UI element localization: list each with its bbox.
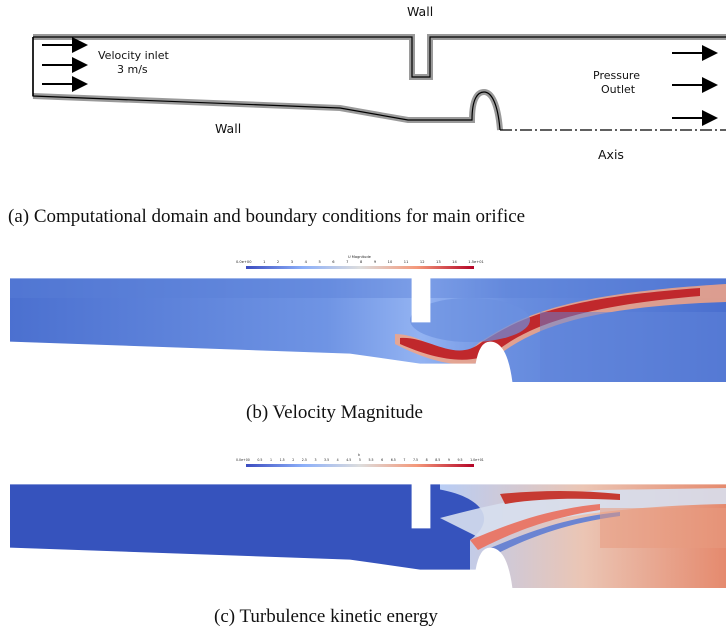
colorbar-title: U Magnitude	[348, 255, 371, 259]
tick-label: 12	[419, 260, 425, 264]
tick-label: 1.5	[279, 458, 285, 462]
colorbar-gradient	[246, 464, 474, 467]
tke-contour-plot	[9, 483, 726, 589]
tick-label: 7	[403, 458, 406, 462]
tick-label: 1	[269, 458, 272, 462]
tick-label: 11	[403, 260, 409, 264]
tick-label: 9	[447, 458, 450, 462]
tick-label: 0.5	[257, 458, 263, 462]
velocity-contour-plot	[9, 277, 726, 383]
axis-label: Axis	[598, 147, 624, 162]
caption-b: (b) Velocity Magnitude	[246, 402, 423, 423]
colorbar-ticks: 0.0e+00 1 2 3 4 5 6 7 8 9 10 11 12 13 14…	[236, 260, 484, 264]
tick-label: 14	[452, 260, 457, 264]
tick-label: 5	[358, 458, 361, 462]
tick-label: 13	[436, 260, 441, 264]
colorbar-title: k	[358, 453, 361, 457]
tick-label: 2	[276, 260, 280, 264]
bottom-wall-label: Wall	[215, 121, 242, 136]
tick-label: 1	[263, 260, 266, 264]
tick-label: 3	[314, 458, 317, 462]
tick-label: 8	[425, 458, 428, 462]
tick-label: 7.5	[412, 458, 419, 462]
tick-label: 0.0e+00	[236, 260, 252, 264]
outlet-label-2: Outlet	[601, 83, 636, 96]
tick-label: 1.0e+01	[470, 458, 484, 462]
tick-label: 4.5	[346, 458, 352, 462]
domain-diagram: Wall Velocity inlet 3 m/s Pressure Outle…	[0, 0, 726, 170]
tick-label: 3.5	[324, 458, 330, 462]
domain-boundary	[32, 36, 726, 131]
colorbar-gradient	[246, 266, 474, 269]
top-wall-label: Wall	[407, 4, 434, 19]
caption-c: (c) Turbulence kinetic energy	[214, 606, 438, 627]
tick-label: 0.0e+00	[236, 458, 250, 462]
tick-label: 2	[292, 458, 295, 462]
colorbar-ticks: 0.0e+00 0.5 1 1.5 2 2.5 3 3.5 4 4.5 5 5.…	[236, 458, 484, 462]
tick-label: 5	[318, 260, 321, 264]
tick-label: 8	[359, 260, 363, 264]
inlet-velocity-label: 3 m/s	[117, 63, 148, 76]
inlet-label: Velocity inlet	[98, 49, 169, 62]
tick-label: 7	[346, 260, 349, 264]
caption-a: (a) Computational domain and boundary co…	[8, 206, 526, 227]
tick-label: 6	[381, 458, 384, 462]
tick-label: 6.5	[390, 458, 396, 462]
domain-geometry	[32, 34, 726, 131]
tick-label: 10	[387, 260, 393, 264]
tick-label: 4	[336, 458, 339, 462]
tick-label: 4	[304, 260, 307, 264]
velocity-colorbar: U Magnitude 0.0e+00 1 2 3 4 5 6 7 8 9 10…	[236, 255, 484, 277]
tick-label: 3	[290, 260, 294, 264]
tick-label: 2.5	[301, 458, 307, 462]
tick-label: 5.5	[368, 458, 374, 462]
tke-colorbar: k 0.0e+00 0.5 1 1.5 2 2.5 3 3.5 4 4.5 5 …	[236, 453, 484, 475]
bottom-wall-outline	[32, 88, 503, 131]
outlet-label: Pressure	[593, 69, 640, 82]
tick-label: 9	[373, 260, 377, 264]
tick-label: 6	[332, 260, 335, 264]
tick-label: 9.5	[457, 458, 463, 462]
tick-label: 8.5	[435, 458, 441, 462]
tick-label: 1.5e+01	[468, 260, 484, 264]
